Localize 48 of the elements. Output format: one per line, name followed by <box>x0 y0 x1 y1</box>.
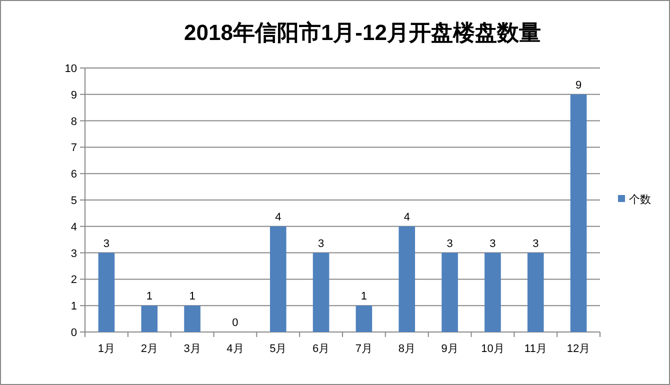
bar <box>270 226 286 332</box>
data-label: 1 <box>189 290 196 303</box>
bar <box>527 252 544 332</box>
data-label: 3 <box>532 238 539 250</box>
legend-label: 个数 <box>629 194 651 206</box>
data-label: 4 <box>404 211 410 224</box>
y-tick-label: 8 <box>70 116 77 128</box>
x-tick-label: 12月 <box>566 343 590 355</box>
data-label: 9 <box>575 79 582 92</box>
y-tick-label: 7 <box>70 142 77 154</box>
data-label: 3 <box>446 238 453 250</box>
data-label: 1 <box>360 290 368 303</box>
x-tick-label: 3月 <box>184 343 201 355</box>
y-tick-label: 1 <box>70 300 77 313</box>
chart-title: 2018年信阳市1月-12月开盘楼盘数量 <box>184 20 541 45</box>
y-tick-label: 5 <box>70 195 77 207</box>
x-tick-label: 5月 <box>270 343 287 355</box>
bar <box>570 94 587 332</box>
x-tick-label: 2月 <box>140 343 158 355</box>
bar <box>98 252 115 332</box>
y-tick-label: 3 <box>70 248 77 260</box>
data-label: 3 <box>318 238 324 250</box>
bar <box>442 252 458 332</box>
data-label: 1 <box>146 290 152 303</box>
x-tick-label: 9月 <box>441 343 458 355</box>
x-tick-label: 10月 <box>481 343 504 355</box>
x-tick-label: 8月 <box>398 343 416 355</box>
bar <box>356 306 372 332</box>
data-label: 4 <box>275 211 282 224</box>
data-label: 0 <box>232 317 238 329</box>
y-tick-label: 0 <box>70 327 77 339</box>
bar <box>484 252 501 332</box>
x-tick-label: 7月 <box>355 343 373 355</box>
bar <box>184 306 200 332</box>
data-label: 3 <box>490 238 496 250</box>
data-label: 3 <box>103 238 110 250</box>
x-tick-label: 6月 <box>312 343 330 355</box>
x-tick-label: 11月 <box>524 343 547 355</box>
y-tick-label: 4 <box>70 221 77 234</box>
y-tick-label: 2 <box>70 274 77 286</box>
y-tick-label: 6 <box>70 168 77 181</box>
x-tick-label: 1月 <box>98 343 116 355</box>
bar <box>398 226 416 332</box>
x-tick-label: 4月 <box>226 343 244 355</box>
y-tick-label: 10 <box>64 63 77 75</box>
bar <box>141 306 158 332</box>
y-tick-label: 9 <box>70 89 77 102</box>
bar <box>312 252 330 332</box>
